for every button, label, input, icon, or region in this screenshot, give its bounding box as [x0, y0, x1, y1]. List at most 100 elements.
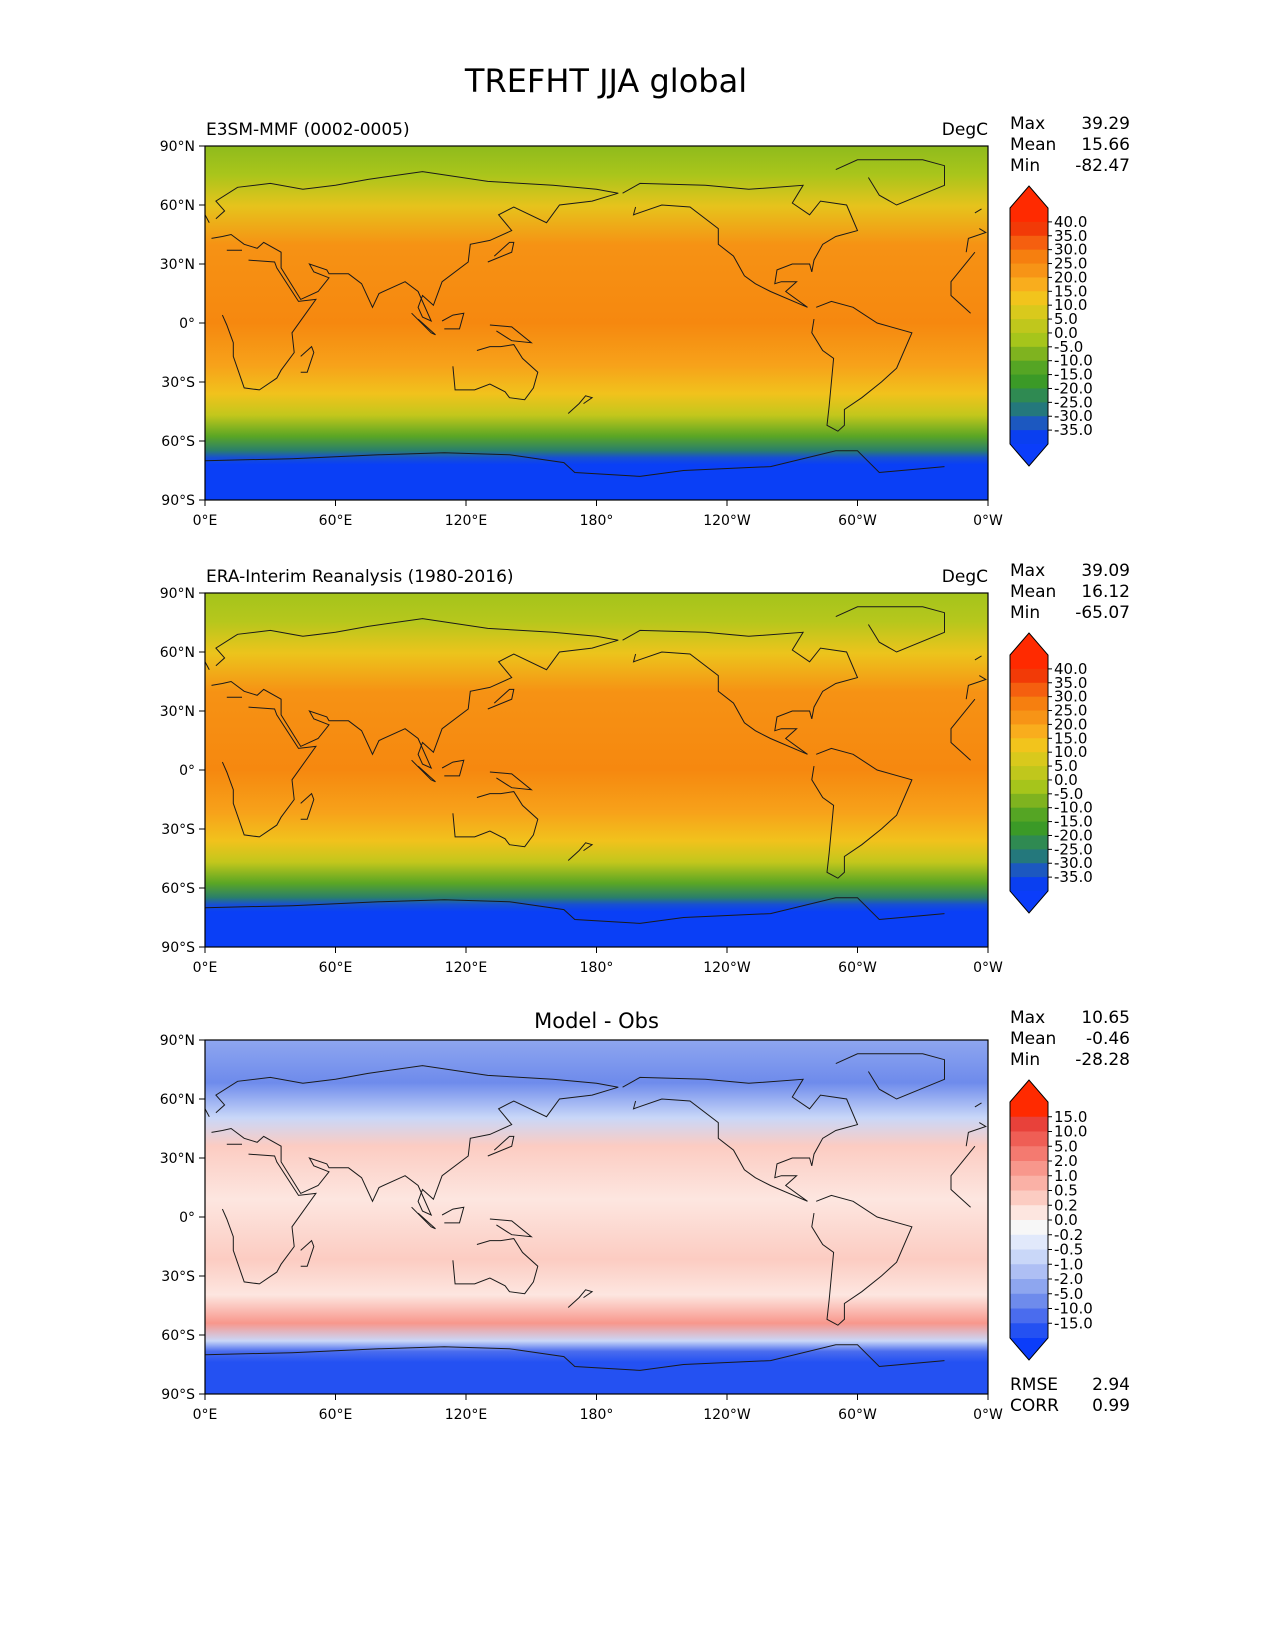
coastline: [441, 1206, 465, 1224]
coastline: [441, 312, 465, 330]
colorbar-segment: [1010, 388, 1048, 403]
colorbar-tick-label: 0.0: [1054, 1211, 1078, 1229]
x-tick-label: 60°E: [319, 1407, 353, 1423]
coastline: [211, 171, 987, 322]
colorbar-tick-label: -35.0: [1054, 868, 1093, 886]
colorbar-segment: [1010, 863, 1048, 878]
colorbar-tick-label: 10.0: [1054, 743, 1087, 761]
x-tick-label: 0°W: [973, 513, 1003, 529]
coastlines: [205, 606, 987, 924]
colorbar-tick-label: 1.0: [1054, 1167, 1078, 1185]
colorbar-tick-label: -5.0: [1054, 338, 1083, 356]
colorbar-segment: [1010, 1220, 1048, 1236]
colorbar-over-extension: [1010, 633, 1048, 655]
colorbar-tick-label: 2.0: [1054, 1152, 1078, 1170]
stat-value: 39.29: [1081, 114, 1130, 134]
stat-label: Max: [1010, 561, 1045, 581]
metric-value: 2.94: [1092, 1375, 1130, 1395]
colorbar-tick-label: 20.0: [1054, 715, 1087, 733]
colorbar-tick-label: -10.0: [1054, 352, 1093, 370]
colorbar-tick-label: -20.0: [1054, 826, 1093, 844]
colorbar-segment: [1010, 1146, 1048, 1162]
y-tick-label: 0°: [179, 1210, 195, 1226]
y-tick-label: 90°N: [160, 586, 195, 602]
panel-3: 90°N 60°N 30°N 0° 30°S 60°S 90°S 0°E 60°E 120°E 18…: [160, 1008, 1130, 1423]
colorbar-segment: [1010, 877, 1048, 892]
colorbar-tick-label: -5.0: [1054, 785, 1083, 803]
colorbar-tick-label: 5.0: [1054, 757, 1078, 775]
colorbar-segment: [1010, 668, 1048, 684]
coastline: [835, 606, 945, 653]
metric-label: CORR: [1010, 1396, 1059, 1416]
colorbar-tick-label: -30.0: [1054, 854, 1093, 872]
colorbar-tick-label: 35.0: [1054, 227, 1087, 245]
colorbar-segment: [1010, 1102, 1048, 1118]
colorbar-segment: [1010, 1161, 1048, 1177]
colorbar-segment: [1010, 277, 1048, 292]
stat-label: Mean: [1010, 1029, 1056, 1049]
y-tick-label: 90°S: [161, 493, 195, 509]
colorbar-under-extension: [1010, 891, 1048, 913]
figure-title: TREFHT JJA global: [464, 62, 747, 100]
y-tick-label: 60°N: [160, 198, 195, 214]
colorbar-segment: [1010, 332, 1048, 348]
coastline: [489, 1218, 533, 1238]
stat-label: Min: [1010, 156, 1040, 176]
coastline: [487, 688, 515, 710]
colorbar-tick-label: -30.0: [1054, 407, 1093, 425]
x-tick-label: 180°: [580, 960, 614, 976]
x-tick-label: 60°E: [319, 513, 353, 529]
coastline: [811, 300, 913, 432]
colorbar-segment: [1010, 346, 1048, 362]
metric-label: RMSE: [1010, 1375, 1058, 1395]
panel-units: DegC: [942, 120, 988, 140]
y-tick-label: 60°S: [161, 1328, 195, 1344]
stat-value: 16.12: [1081, 582, 1130, 602]
y-tick-label: 60°N: [160, 1092, 195, 1108]
colorbar-tick-label: 25.0: [1054, 702, 1087, 720]
colorbar-segment: [1010, 682, 1048, 698]
coastline: [211, 1065, 987, 1216]
coastline: [489, 324, 533, 344]
colorbar-segment: [1010, 221, 1048, 237]
coastline: [622, 629, 859, 755]
coastline: [835, 1053, 945, 1100]
colorbar-tick-label: 15.0: [1054, 1108, 1087, 1126]
panel-title: ERA-Interim Reanalysis (1980-2016): [206, 567, 514, 587]
coastline: [622, 182, 859, 308]
colorbar-tick-label: 15.0: [1054, 282, 1087, 300]
colorbar-tick-label: 15.0: [1054, 729, 1087, 747]
x-tick-label: 0°W: [973, 960, 1003, 976]
x-tick-label: 60°W: [838, 960, 877, 976]
stat-value: 15.66: [1081, 135, 1130, 155]
colorbar-segment: [1010, 696, 1048, 712]
panels-group: 90°N 60°N 30°N 0° 30°S 60°S 90°S 0°E 60°E 120°E 18…: [160, 114, 1130, 1423]
colorbar-tick-label: -0.5: [1054, 1241, 1083, 1259]
x-tick-label: 120°E: [445, 1407, 488, 1423]
colorbar-segment: [1010, 430, 1048, 445]
coastline: [452, 344, 539, 401]
x-tick-label: 0°E: [193, 513, 218, 529]
x-tick-label: 0°E: [193, 960, 218, 976]
x-tick-label: 0°W: [973, 1407, 1003, 1423]
colorbar-segment: [1010, 360, 1048, 376]
coastline: [205, 655, 982, 670]
coastline: [811, 747, 913, 879]
coastline: [205, 208, 982, 223]
colorbar-segment: [1010, 374, 1048, 390]
colorbar-tick-label: -2.0: [1054, 1270, 1083, 1288]
colorbar-tick-label: -20.0: [1054, 379, 1093, 397]
colorbar-segment: [1010, 402, 1048, 417]
colorbar-tick-label: 35.0: [1054, 674, 1087, 692]
coastline: [221, 249, 976, 391]
panel-2: 90°N 60°N 30°N 0° 30°S 60°S 90°S 0°E 60°E 120°E 18…: [160, 561, 1130, 976]
colorbar-segment: [1010, 1249, 1048, 1265]
panel-title: Model - Obs: [534, 1009, 659, 1033]
colorbar-tick-label: 5.0: [1054, 1137, 1078, 1155]
y-tick-label: 0°: [179, 763, 195, 779]
coastline: [300, 345, 315, 373]
colorbar-tick-label: 0.0: [1054, 771, 1078, 789]
coastline: [441, 759, 465, 777]
coastline: [452, 791, 539, 848]
colorbar-tick-label: 10.0: [1054, 1123, 1087, 1141]
